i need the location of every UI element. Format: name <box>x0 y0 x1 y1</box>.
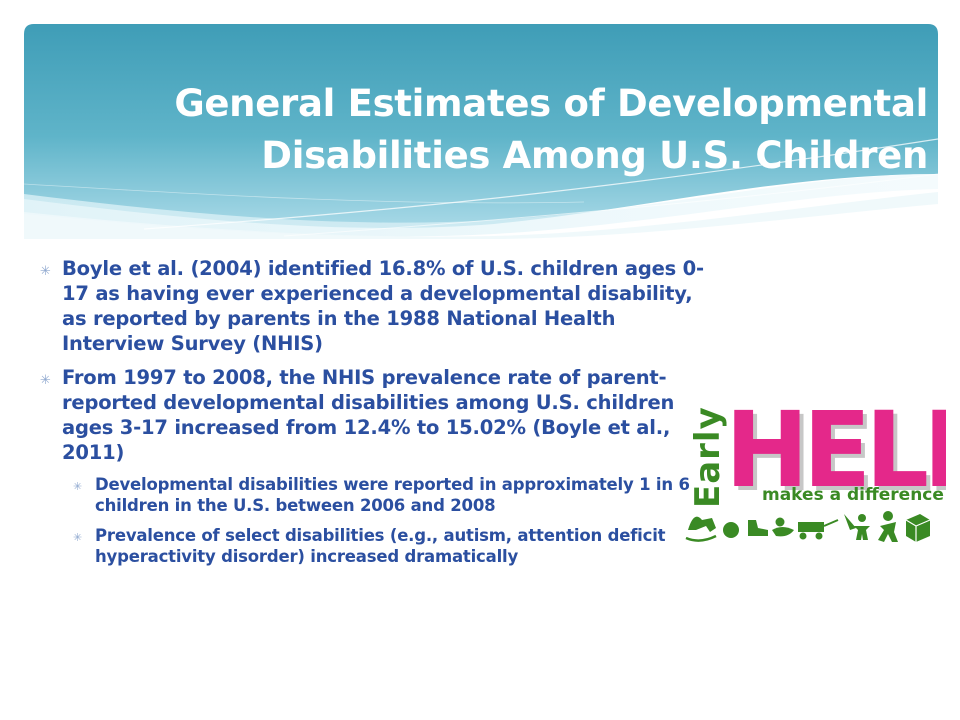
logo-help-text: HELP <box>725 390 946 511</box>
logo-help-shadow: HELP <box>729 394 946 515</box>
bullet-text: Prevalence of select disabilities (e.g.,… <box>95 526 666 566</box>
logo-early-text: Early <box>688 406 728 508</box>
bullet-item: ✳ Boyle et al. (2004) identified 16.8% o… <box>40 256 710 356</box>
kite-icon <box>844 514 856 530</box>
asterisk-bullet-icon: ✳ <box>40 373 51 388</box>
ball-icon <box>723 522 739 538</box>
bullet-item: ✳ From 1997 to 2008, the NHIS prevalence… <box>40 365 710 465</box>
sub-bullet-item: ✳ Developmental disabilities were report… <box>73 474 710 516</box>
child-icon <box>878 511 898 542</box>
title-banner: General Estimates of Developmental Disab… <box>24 24 938 239</box>
asterisk-bullet-icon: ✳ <box>73 480 83 493</box>
asterisk-bullet-icon: ✳ <box>40 264 51 279</box>
gingerbread-man-icon <box>854 514 870 540</box>
title-line-1: General Estimates of Developmental <box>174 82 928 125</box>
sub-bullet-item: ✳ Prevalence of select disabilities (e.g… <box>73 525 710 567</box>
banner-background <box>24 24 938 239</box>
asterisk-bullet-icon: ✳ <box>73 531 83 544</box>
duck-icon <box>772 517 794 537</box>
bullet-text: From 1997 to 2008, the NHIS prevalence r… <box>62 366 675 464</box>
logo-tagline: makes a difference! <box>762 485 946 505</box>
early-help-logo: Early HELP HELP makes a difference! <box>682 380 960 552</box>
block-icon <box>905 514 931 542</box>
bullet-text: Boyle et al. (2004) identified 16.8% of … <box>62 257 704 355</box>
wagon-icon <box>798 519 839 540</box>
shoe-icon <box>748 520 768 536</box>
rocking-horse-icon <box>685 516 717 542</box>
bullet-list: ✳ Boyle et al. (2004) identified 16.8% o… <box>40 256 710 576</box>
page-title: General Estimates of Developmental Disab… <box>164 78 928 182</box>
bullet-text: Developmental disabilities were reported… <box>95 475 690 515</box>
title-line-2: Disabilities Among U.S. Children <box>261 134 928 177</box>
